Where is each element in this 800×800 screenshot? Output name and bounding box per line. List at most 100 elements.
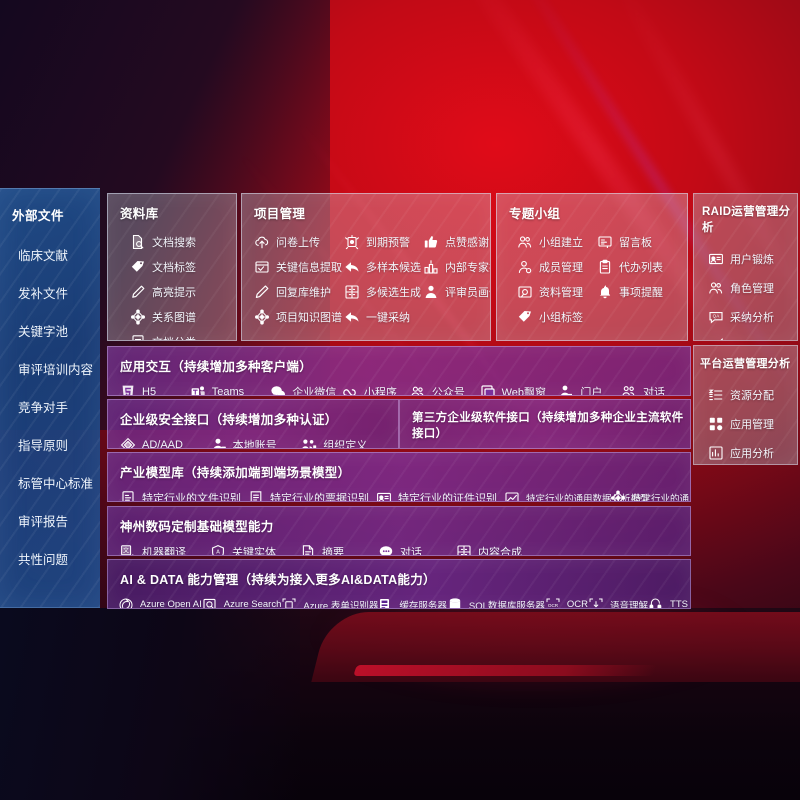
panel-title: AI & DATA 能力管理（持续为接入更多AI&DATA能力） [120, 573, 436, 587]
item-content-synthesis[interactable]: 内容合成 [456, 539, 552, 555]
item-mini-program[interactable]: 小程序 [342, 379, 410, 396]
item-document-search[interactable]: 文档搜索 [130, 229, 226, 254]
sidebar-title: 外部文件 [12, 209, 65, 223]
item-highlight-hint[interactable]: 高亮提示 [130, 279, 226, 304]
item-industry-receipt-recognition[interactable]: 特定行业的票据识别 [248, 485, 376, 501]
data-analysis-icon [504, 490, 520, 501]
item-label: Azure Search [223, 599, 282, 609]
item-role-management[interactable]: 角色管理 [708, 273, 787, 302]
item-api-designer[interactable]: API自动化设计器 [412, 445, 552, 448]
sidebar-item-clinical-literature[interactable]: 临床文献 [18, 249, 69, 263]
item-project-knowledge-graph[interactable]: 项目知识图谱 [254, 304, 342, 329]
azure-ad-icon [120, 437, 136, 448]
item-member-management[interactable]: 成员管理 [517, 254, 597, 279]
item-reply-library-maintain[interactable]: 回复库维护 [254, 279, 342, 304]
item-h5[interactable]: H5 [120, 379, 190, 395]
item-web-popup[interactable]: Web飘窗 [480, 379, 559, 395]
sidebar-item-standards-center[interactable]: 标管中心标准 [18, 477, 94, 491]
item-message-board[interactable]: 留言板 [597, 229, 677, 254]
item-material-management[interactable]: 资料管理 [517, 279, 597, 304]
item-issue-trend[interactable]: 问题趋势 [708, 331, 787, 341]
industry-model-row: 特定行业的文件识别 特定行业的票据识别 特定行业的证件识别 特定行业的通用数据分… [108, 481, 690, 501]
item-multi-candidate-generate[interactable]: 多候选生成 [344, 279, 421, 304]
item-azure-openai[interactable]: Azure Open AI [118, 592, 202, 608]
item-cache-server[interactable]: 缓存服务器 [377, 592, 447, 608]
item-app-analysis[interactable]: 应用分析 [708, 438, 787, 464]
item-label: 小程序 [363, 386, 397, 396]
item-dialog[interactable]: 对话 [621, 379, 680, 395]
item-industry-data-analysis-model[interactable]: 特定行业的通用数据分析模型 [504, 485, 650, 501]
file-recognize-icon [120, 490, 136, 501]
sidebar-item-review-training[interactable]: 审评培训内容 [18, 363, 94, 377]
item-industry-knowledge-graph-model[interactable]: 特定行业的通用知识图谱模型 [610, 485, 690, 501]
item-ad-aad[interactable]: AD/AAD [120, 432, 211, 448]
item-azure-form-recognizer[interactable]: Azure 表单识别器 [281, 592, 378, 608]
people-group-icon [708, 280, 724, 296]
trend-chart-icon [708, 337, 724, 340]
sidebar-item-review-report[interactable]: 审评报告 [18, 515, 69, 529]
app-analysis-icon [708, 445, 724, 461]
item-ocr[interactable]: OCR OCR [545, 592, 588, 608]
item-group-tag[interactable]: 小组标签 [517, 304, 597, 329]
item-wechat-work[interactable]: 企业微信 [270, 379, 342, 395]
tag-icon [517, 309, 533, 325]
sidebar-item-guidelines[interactable]: 指导原则 [18, 439, 69, 453]
panel-title: 资料库 [120, 207, 159, 221]
item-tts[interactable]: TTS [648, 592, 688, 609]
item-like-thanks[interactable]: 点赞感谢 [423, 229, 490, 254]
item-document-category[interactable]: 文档分类 [130, 329, 226, 340]
panel-title: 产业模型库（持续添加端到端场景模型） [120, 466, 351, 480]
sidebar-item-common-issues[interactable]: 共性问题 [18, 553, 69, 567]
item-key-info-extract[interactable]: 关键信息提取 [254, 254, 342, 279]
item-one-click-adopt[interactable]: 一键采纳 [344, 304, 421, 329]
item-official-account[interactable]: 公众号 [410, 379, 480, 395]
graph-network-icon [254, 309, 270, 325]
item-questionnaire-upload[interactable]: 问卷上传 [254, 229, 342, 254]
item-label: 问题趋势 [730, 338, 774, 341]
item-adoption-analysis[interactable]: QA 采纳分析 [708, 302, 787, 331]
item-relation-graph[interactable]: 关系图谱 [130, 304, 226, 329]
item-group-create[interactable]: 小组建立 [517, 229, 597, 254]
item-label: 一键采纳 [366, 311, 410, 324]
item-local-account[interactable]: 本地账号 [211, 432, 302, 448]
item-reviewer-portrait[interactable]: 评审员画像 [423, 279, 490, 304]
item-summary[interactable]: 摘要 [300, 539, 378, 555]
item-dialog-model[interactable]: 对话 [378, 539, 456, 555]
sidebar-item-keyword-pool[interactable]: 关键字池 [18, 325, 69, 339]
item-label: 特定行业的通用数据分析模型 [526, 493, 650, 502]
item-key-entity[interactable]: A 关键实体 [210, 539, 300, 555]
ai-data-row: Azure Open AI Azure Search Azure 表单识别器 缓… [108, 588, 690, 609]
item-sql-database-server[interactable]: SQL数据库服务器 [447, 592, 545, 608]
chat-bubble-icon [378, 544, 394, 555]
item-industry-file-recognition[interactable]: 特定行业的文件识别 [120, 485, 248, 501]
item-todo-list[interactable]: 代办列表 [597, 254, 677, 279]
item-resource-allocation[interactable]: 资源分配 [708, 380, 787, 409]
official-account-icon [410, 384, 426, 395]
id-card-icon [376, 490, 392, 501]
item-azure-search[interactable]: Azure Search [202, 592, 282, 609]
item-document-tag[interactable]: 文档标签 [130, 254, 226, 279]
item-teams[interactable]: Teams [190, 379, 271, 395]
organization-icon [301, 437, 317, 448]
item-user-training[interactable]: 用户锻炼 [708, 244, 787, 273]
item-organization-definition[interactable]: 组织定义 [301, 432, 388, 448]
item-industry-id-recognition[interactable]: 特定行业的证件识别 [376, 485, 504, 501]
app-grid-icon [708, 416, 724, 432]
item-machine-translation[interactable]: 文 机器翻译 [120, 539, 210, 555]
item-label: TTS [670, 599, 688, 609]
sidebar-item-supplement-docs[interactable]: 发补文件 [18, 287, 69, 301]
item-expiry-alert[interactable]: 到期预警 [344, 229, 421, 254]
sidebar-item-competitors[interactable]: 竞争对手 [18, 401, 69, 415]
item-label: 问卷上传 [276, 236, 320, 249]
item-app-management[interactable]: 应用管理 [708, 409, 787, 438]
item-internal-expert-ranking[interactable]: 内部专家排名 [423, 254, 490, 279]
item-speech-understanding[interactable]: 语音理解 [588, 592, 648, 608]
local-account-icon [211, 437, 227, 448]
highlight-pen-icon [130, 284, 146, 300]
openai-icon [118, 597, 134, 608]
item-event-reminder[interactable]: 事项提醒 [597, 279, 677, 304]
item-portal[interactable]: 门户 [558, 379, 621, 395]
document-search-icon [130, 234, 146, 250]
item-label: 采纳分析 [730, 311, 774, 324]
item-multi-sample-candidate[interactable]: 多样本候选 [344, 254, 421, 279]
